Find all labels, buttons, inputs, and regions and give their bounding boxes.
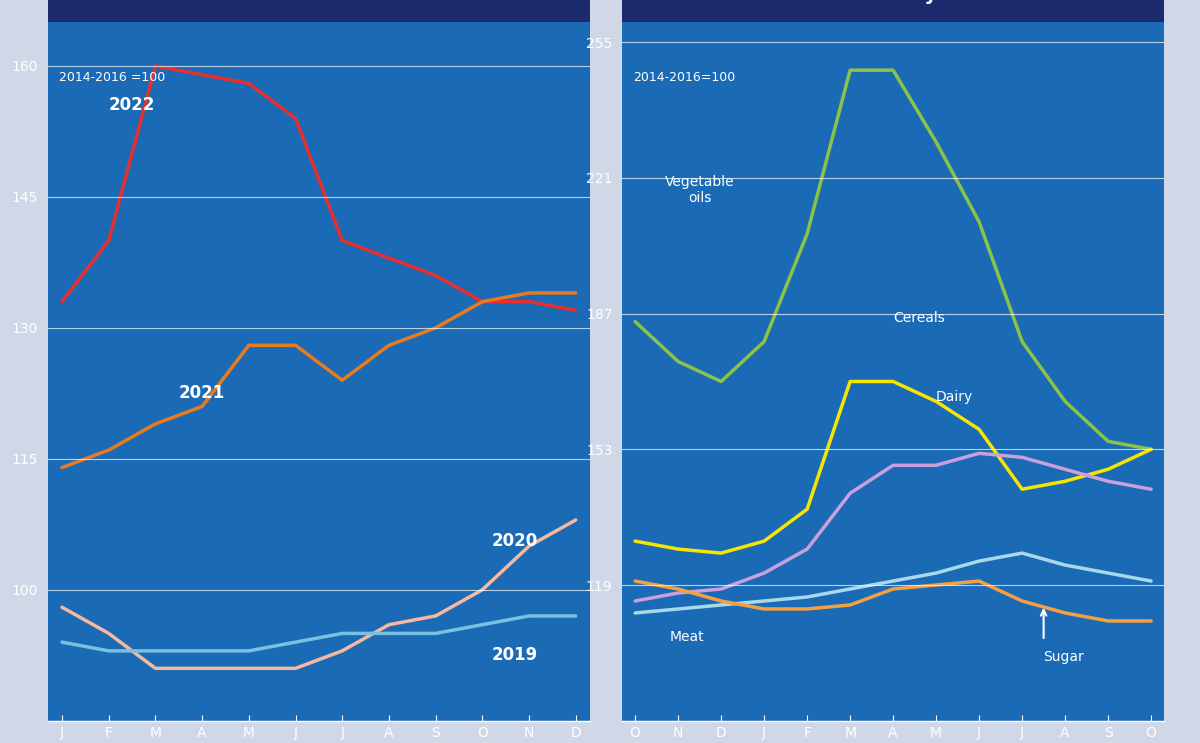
Text: Vegetable
oils: Vegetable oils (665, 175, 734, 205)
Text: 2020: 2020 (492, 532, 538, 550)
Text: 2021: 2021 (179, 383, 226, 402)
Text: 2014-2016=100: 2014-2016=100 (634, 71, 736, 84)
Text: FAO Food Price Index: FAO Food Price Index (203, 0, 436, 4)
Text: Dairy: Dairy (936, 390, 973, 404)
Text: FAO Food Commodity Price Indices: FAO Food Commodity Price Indices (703, 0, 1084, 4)
Text: 2019: 2019 (492, 646, 538, 663)
Text: Sugar: Sugar (1044, 650, 1085, 663)
Text: 2022: 2022 (109, 96, 155, 114)
Text: Meat: Meat (670, 630, 704, 644)
Text: Cereals: Cereals (893, 311, 946, 325)
Text: 2014-2016 =100: 2014-2016 =100 (59, 71, 166, 84)
